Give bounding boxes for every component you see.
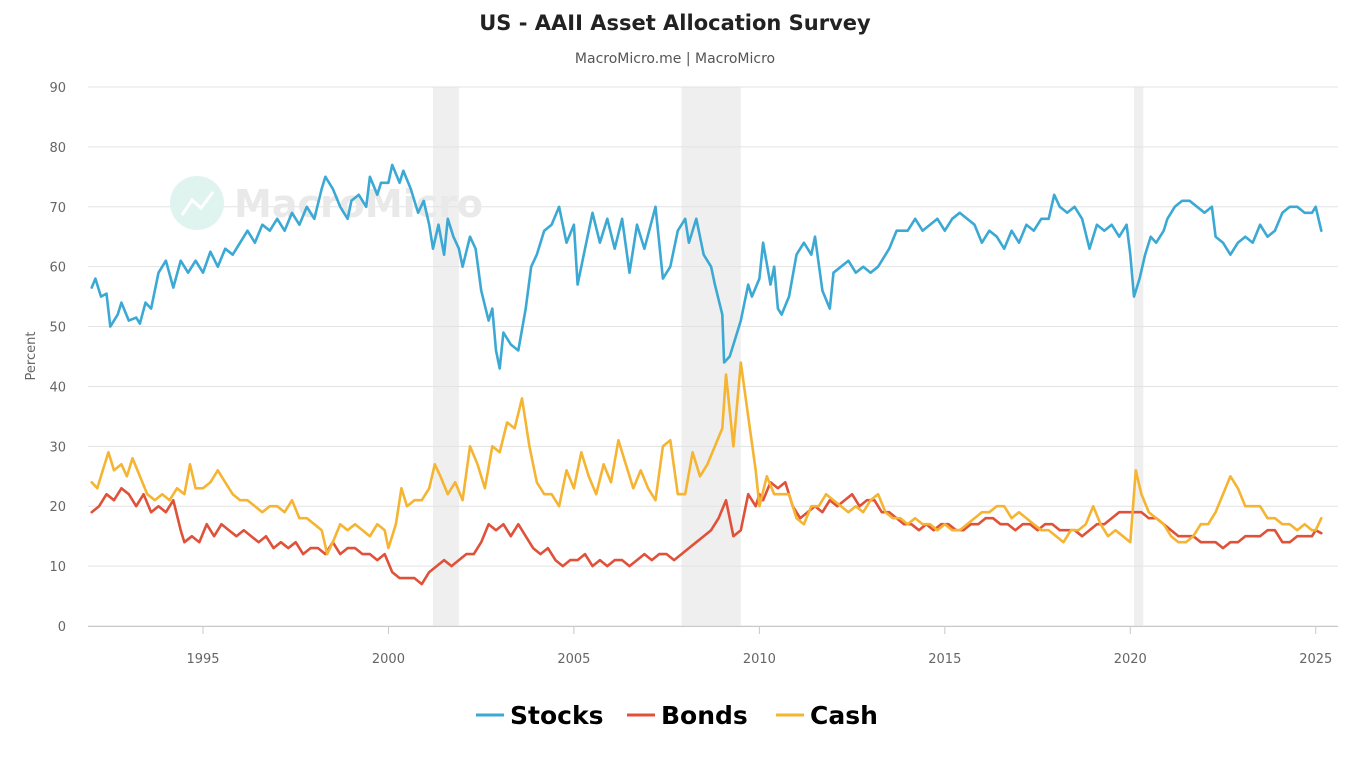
legend-item-bonds[interactable]: Bonds	[627, 701, 748, 730]
recession-band-0	[432, 87, 459, 626]
legend: Stocks Bonds Cash	[476, 701, 878, 730]
series-lines	[90, 163, 1323, 586]
axes: 0 10 20 30 40 50 60 70 80 90 1995 2000 2005 2010 2015 2…	[49, 81, 1338, 667]
recession-band-1	[681, 87, 741, 626]
y-tick-label-70: 70	[49, 201, 66, 216]
watermark-logo-line	[180, 191, 215, 216]
y-tick-label-60: 60	[49, 261, 66, 276]
x-tick-label-2015: 2015	[928, 652, 961, 667]
y-tick-label-20: 20	[49, 500, 66, 515]
x-tick-label-2000: 2000	[372, 652, 405, 667]
y-tick-label-0: 0	[58, 620, 66, 635]
y-tick-label-40: 40	[49, 380, 66, 395]
x-tick-label-1995: 1995	[186, 652, 219, 667]
series-line-stocks	[90, 163, 1323, 370]
chart-title: US - AAII Asset Allocation Survey	[479, 11, 871, 35]
legend-label-stocks: Stocks	[510, 701, 603, 730]
chart-subtitle: MacroMicro.me | MacroMicro	[575, 51, 775, 67]
y-tick-label-90: 90	[49, 81, 66, 96]
legend-label-bonds: Bonds	[661, 701, 748, 730]
series-line-bonds	[90, 480, 1323, 586]
legend-label-cash: Cash	[810, 701, 878, 730]
x-tick-label-2010: 2010	[743, 652, 776, 667]
y-axis-label: Percent	[24, 332, 39, 381]
legend-item-cash[interactable]: Cash	[776, 701, 878, 730]
grid	[88, 86, 1338, 627]
y-tick-label-10: 10	[49, 560, 66, 575]
watermark-text: MacroMicro	[234, 182, 483, 226]
y-tick-label-80: 80	[49, 141, 66, 156]
y-tick-label-50: 50	[49, 321, 66, 336]
x-tick-label-2020: 2020	[1114, 652, 1147, 667]
watermark: MacroMicro	[170, 176, 483, 230]
recession-band-2	[1133, 87, 1144, 626]
recession-bands	[432, 87, 1144, 626]
y-tick-label-30: 30	[49, 440, 66, 455]
series-line-cash	[90, 361, 1323, 556]
legend-item-stocks[interactable]: Stocks	[476, 701, 603, 730]
x-tick-label-2005: 2005	[557, 652, 590, 667]
x-tick-label-2025: 2025	[1299, 652, 1332, 667]
